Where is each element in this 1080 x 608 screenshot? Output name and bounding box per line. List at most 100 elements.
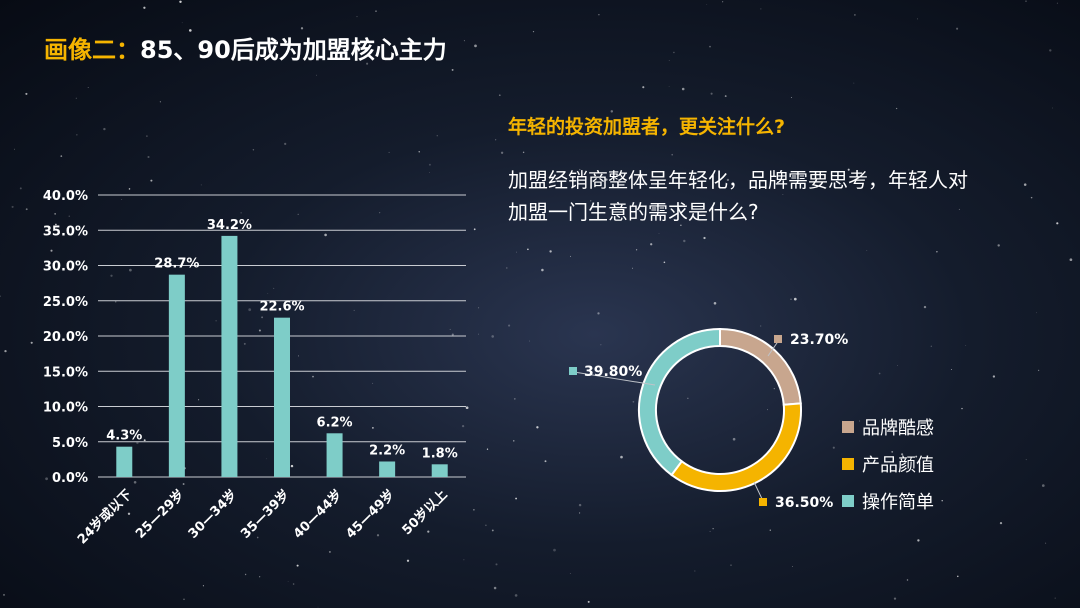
- star: [671, 153, 673, 156]
- star: [406, 559, 410, 562]
- star: [436, 134, 439, 137]
- star: [372, 382, 374, 384]
- star: [1052, 107, 1054, 109]
- star: [522, 151, 525, 154]
- star: [681, 87, 685, 91]
- donut-legend: 品牌酷感 产品颜值 操作简单: [842, 408, 934, 519]
- star: [202, 585, 204, 587]
- star: [792, 566, 793, 567]
- y-tick-label: 15.0%: [43, 365, 88, 380]
- star: [668, 86, 670, 88]
- star: [917, 18, 918, 20]
- star: [11, 205, 14, 208]
- star: [429, 172, 430, 173]
- star: [508, 324, 511, 327]
- star: [258, 329, 261, 332]
- star: [941, 499, 943, 502]
- star: [1025, 459, 1027, 461]
- star: [793, 297, 797, 301]
- star: [1035, 312, 1037, 314]
- star: [1025, 0, 1027, 2]
- star: [712, 528, 714, 530]
- star: [529, 340, 531, 342]
- star: [992, 375, 996, 378]
- y-tick-label: 20.0%: [43, 330, 88, 345]
- star: [200, 184, 202, 186]
- star: [147, 155, 150, 159]
- star: [1069, 258, 1073, 262]
- star: [760, 8, 762, 10]
- star: [4, 349, 7, 353]
- star: [486, 448, 489, 450]
- star: [513, 398, 516, 400]
- star: [76, 134, 78, 136]
- star: [658, 233, 660, 235]
- section-subtitle: 年轻的投资加盟者，更关注什么?: [508, 116, 786, 138]
- star: [478, 333, 479, 335]
- star: [315, 74, 317, 76]
- y-tick-label: 0.0%: [52, 471, 88, 486]
- star: [958, 208, 960, 210]
- star: [287, 581, 289, 582]
- star: [418, 151, 420, 153]
- star: [853, 82, 855, 84]
- bar-value-label: 6.2%: [317, 415, 353, 430]
- star: [997, 244, 1000, 247]
- star: [267, 293, 269, 294]
- star: [663, 261, 666, 264]
- star: [375, 10, 377, 12]
- star: [999, 521, 1003, 525]
- star: [957, 575, 959, 578]
- star: [703, 236, 706, 240]
- star: [767, 409, 768, 411]
- bar: [221, 235, 238, 477]
- star: [683, 239, 686, 243]
- star: [143, 6, 146, 9]
- star: [620, 455, 623, 459]
- star: [859, 420, 861, 422]
- star: [409, 54, 412, 56]
- star: [668, 60, 670, 61]
- star: [506, 267, 508, 269]
- star: [133, 481, 137, 484]
- star: [366, 62, 369, 65]
- star: [198, 399, 200, 401]
- star: [950, 369, 952, 370]
- star: [449, 328, 451, 330]
- star: [760, 325, 762, 327]
- star: [769, 529, 771, 531]
- star: [709, 530, 711, 532]
- star: [159, 101, 161, 103]
- star: [463, 40, 465, 42]
- star: [790, 96, 792, 98]
- bar-value-label: 22.6%: [259, 300, 304, 315]
- star: [896, 364, 898, 366]
- star: [635, 249, 638, 251]
- star: [473, 228, 476, 231]
- star: [30, 341, 33, 344]
- donut-value-label: 36.50%: [775, 495, 833, 511]
- bar-value-label: 4.3%: [106, 429, 142, 444]
- bar-value-label: 2.2%: [369, 443, 405, 458]
- star: [136, 441, 139, 445]
- donut-label-marker: [759, 498, 767, 506]
- star: [1049, 49, 1052, 52]
- star: [1023, 183, 1027, 186]
- star: [493, 586, 497, 590]
- star: [75, 97, 77, 99]
- star: [491, 335, 494, 338]
- star: [732, 437, 736, 441]
- star: [82, 535, 84, 537]
- bar: [168, 274, 185, 477]
- star: [45, 477, 48, 481]
- star: [569, 573, 571, 574]
- star: [923, 305, 927, 309]
- star: [650, 243, 653, 246]
- star: [143, 439, 146, 442]
- star: [114, 301, 117, 303]
- star: [694, 570, 696, 572]
- donut-value-label: 39.80%: [584, 364, 642, 380]
- star: [188, 29, 192, 32]
- star: [317, 606, 319, 608]
